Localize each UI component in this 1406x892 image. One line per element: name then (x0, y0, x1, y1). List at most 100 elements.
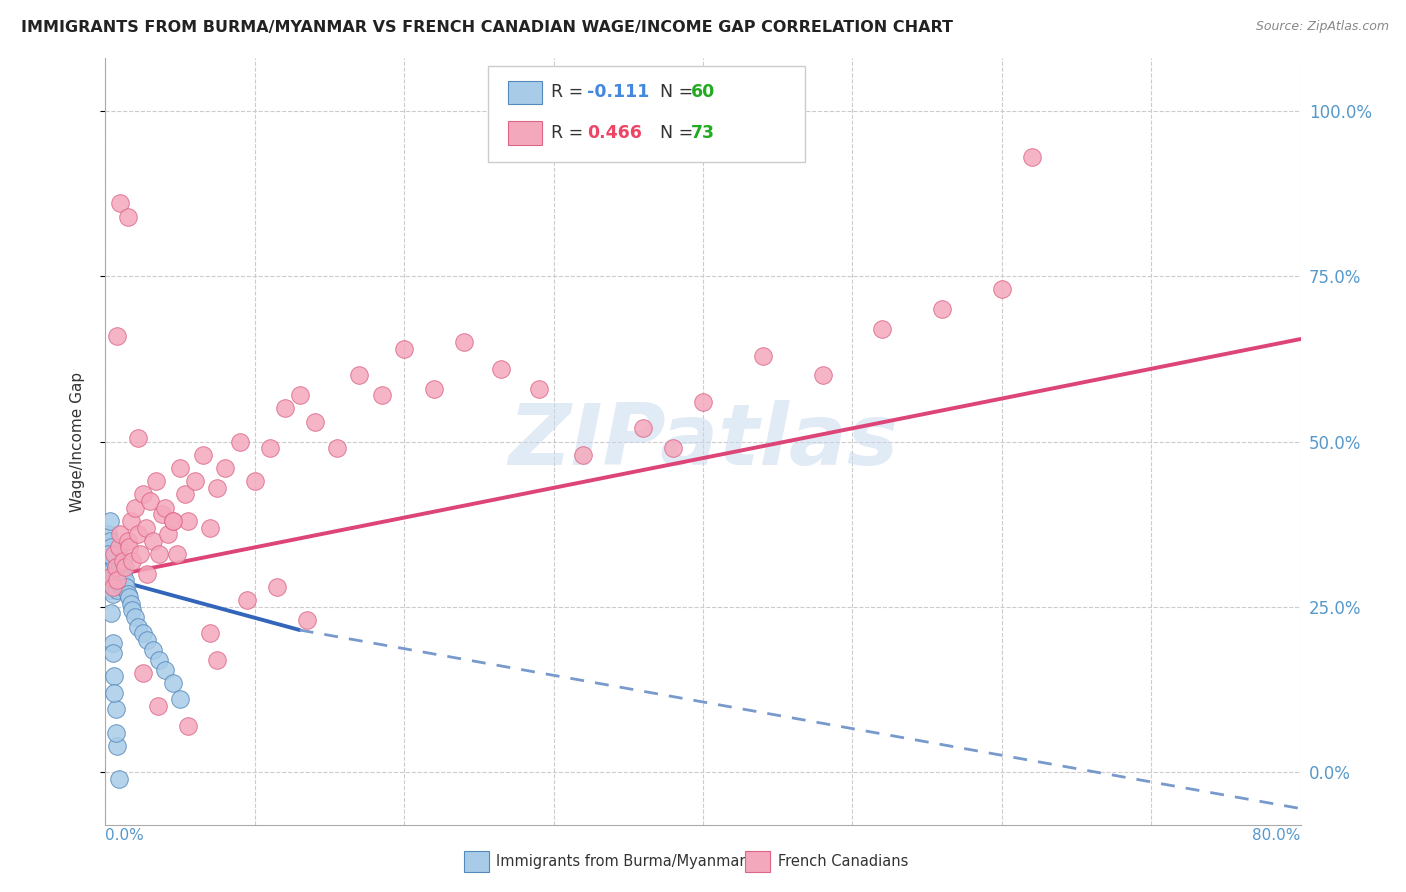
Point (108, 772, 131, 786)
Point (692, 395, 714, 409)
Text: 73: 73 (692, 124, 716, 142)
Point (100, 557, 122, 571)
Text: 80.0%: 80.0% (1253, 829, 1301, 844)
Point (104, 725, 127, 739)
Text: R =: R = (551, 124, 589, 142)
FancyBboxPatch shape (508, 121, 541, 145)
Point (162, 676, 184, 690)
Point (191, 448, 214, 462)
Point (101, 580, 124, 594)
Point (155, 500, 177, 515)
Point (100, 607, 122, 621)
Point (104, 702, 127, 716)
Point (157, 527, 180, 541)
Y-axis label: Wage/Income Gap: Wage/Income Gap (70, 371, 84, 512)
Point (527, 382, 550, 396)
Point (148, 653, 170, 667)
Point (243, 474, 266, 488)
Point (100, 570, 122, 584)
Point (132, 626, 155, 640)
Point (101, 560, 124, 574)
Point (115, 580, 138, 594)
Point (304, 415, 326, 429)
Point (139, 494, 162, 508)
Point (394, 342, 416, 356)
Text: -0.111: -0.111 (588, 84, 650, 102)
Point (146, 699, 169, 714)
Point (117, 533, 139, 548)
Point (107, 328, 129, 343)
Text: IMMIGRANTS FROM BURMA/MYANMAR VS FRENCH CANADIAN WAGE/INCOME GAP CORRELATION CHA: IMMIGRANTS FROM BURMA/MYANMAR VS FRENCH … (21, 20, 953, 35)
Point (97, 566, 120, 581)
Text: 0.0%: 0.0% (105, 829, 145, 844)
Point (142, 533, 165, 548)
Point (162, 514, 184, 528)
Point (98, 570, 121, 584)
Point (207, 653, 229, 667)
Point (98, 514, 121, 528)
Text: Immigrants from Burma/Myanmar: Immigrants from Burma/Myanmar (496, 855, 745, 869)
Point (169, 692, 191, 706)
Point (98, 550, 121, 565)
Point (142, 643, 165, 657)
Point (101, 574, 124, 588)
Point (273, 401, 295, 416)
Point (124, 609, 146, 624)
Text: French Canadians: French Canadians (778, 855, 908, 869)
Point (108, 576, 131, 591)
Point (423, 382, 446, 396)
Point (198, 626, 221, 640)
Point (214, 461, 236, 475)
Point (751, 349, 773, 363)
Point (110, 527, 132, 541)
Text: N =: N = (650, 84, 699, 102)
Point (103, 547, 125, 561)
Point (207, 481, 229, 495)
Point (155, 663, 177, 677)
Point (572, 448, 595, 462)
Point (1021, 150, 1043, 164)
Point (112, 553, 135, 567)
Point (108, 541, 131, 555)
Point (101, 636, 124, 650)
Point (101, 587, 124, 601)
Point (176, 514, 198, 528)
Point (135, 520, 157, 534)
Point (371, 388, 394, 402)
Point (326, 441, 349, 455)
Point (229, 434, 252, 449)
Point (166, 547, 188, 561)
Point (98, 564, 121, 578)
Point (124, 500, 146, 515)
Point (107, 739, 129, 753)
Point (100, 541, 122, 555)
Text: R =: R = (551, 84, 589, 102)
Point (101, 646, 124, 660)
Point (111, 576, 134, 591)
Point (112, 580, 135, 594)
Point (169, 461, 191, 475)
Text: 0.466: 0.466 (588, 124, 643, 142)
FancyBboxPatch shape (488, 66, 804, 161)
FancyBboxPatch shape (508, 81, 541, 104)
Point (97, 527, 120, 541)
Point (107, 557, 129, 571)
Point (107, 574, 129, 588)
Point (97, 547, 120, 561)
Point (150, 508, 173, 522)
Point (176, 719, 198, 733)
Point (127, 431, 149, 445)
Point (97, 580, 120, 594)
Point (148, 547, 170, 561)
Point (145, 474, 167, 488)
Point (110, 196, 132, 211)
Point (121, 603, 143, 617)
Point (103, 566, 125, 581)
Point (266, 580, 288, 594)
Text: ZIPatlas: ZIPatlas (508, 400, 898, 483)
Point (349, 368, 371, 383)
Point (100, 583, 122, 598)
Point (114, 560, 136, 574)
Point (120, 597, 142, 611)
Point (107, 570, 129, 584)
